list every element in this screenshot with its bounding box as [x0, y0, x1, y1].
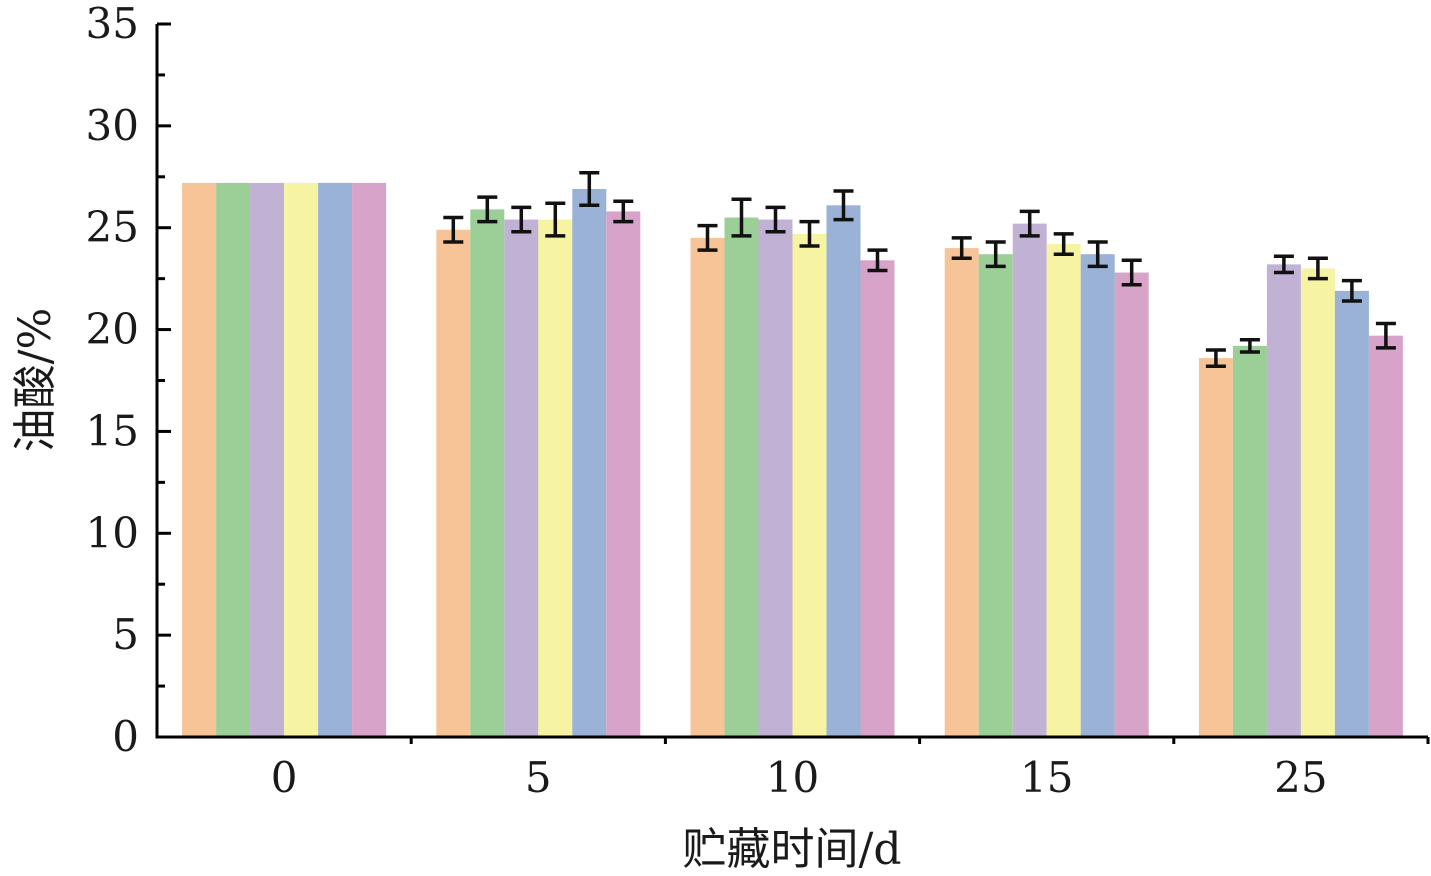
bar-10-1	[690, 237, 725, 737]
bar-0-1	[182, 182, 217, 737]
y-tick-label: 25	[86, 203, 139, 252]
bar-25-2	[1232, 345, 1267, 737]
bar-5-6	[606, 211, 641, 738]
bar-15-4	[1046, 244, 1081, 738]
error-bar-5-6	[613, 199, 634, 224]
error-bar-5-4	[545, 201, 566, 238]
bar-15-1	[944, 248, 979, 738]
bar-5-4	[538, 219, 573, 737]
bar-15-2	[978, 254, 1013, 737]
y-tick-label: 15	[86, 406, 139, 455]
error-bar-25-1	[1205, 348, 1226, 368]
bar-10-2	[724, 217, 759, 737]
bar-15-6	[1114, 272, 1149, 737]
bar-0-6	[352, 182, 387, 737]
error-bar-10-1	[697, 223, 718, 252]
x-tick-label: 5	[525, 753, 552, 802]
error-bar-5-2	[477, 195, 498, 224]
error-bar-15-4	[1053, 232, 1074, 256]
bar-10-6	[860, 260, 895, 737]
error-bar-15-5	[1087, 240, 1108, 269]
bar-10-5	[826, 205, 861, 737]
bars-layer	[182, 182, 1403, 738]
bar-25-6	[1368, 335, 1403, 737]
bar-0-2	[216, 182, 251, 737]
bar-25-3	[1266, 264, 1301, 737]
y-tick-label: 10	[86, 508, 139, 557]
error-bars-layer	[443, 170, 1396, 368]
y-tick-label: 0	[112, 712, 139, 761]
error-bar-15-1	[951, 236, 972, 261]
bar-10-4	[792, 233, 827, 737]
axes-layer	[155, 22, 1430, 744]
error-bar-25-5	[1341, 278, 1362, 303]
error-bar-15-3	[1019, 209, 1040, 238]
error-bar-10-2	[731, 197, 752, 238]
bar-25-4	[1300, 268, 1335, 737]
error-bar-10-5	[833, 189, 854, 222]
y-tick-label: 30	[86, 101, 139, 150]
error-bar-15-2	[985, 240, 1006, 269]
bar-5-3	[504, 219, 539, 737]
x-tick-label: 10	[766, 753, 819, 802]
bar-5-1	[436, 229, 471, 737]
x-tick-label: 15	[1020, 753, 1073, 802]
error-bar-5-5	[579, 170, 600, 208]
bar-0-5	[318, 182, 353, 737]
bar-5-5	[572, 189, 607, 738]
x-tick-label: 0	[271, 753, 298, 802]
error-bar-10-6	[867, 248, 888, 273]
error-bar-10-4	[799, 219, 820, 248]
bar-0-3	[250, 182, 285, 737]
bar-10-3	[758, 219, 793, 737]
tick-labels-layer: 0 5 10 15 25 0 5 10 15 20 25 30 35	[86, 0, 1328, 802]
error-bar-10-3	[765, 205, 786, 234]
bar-25-5	[1334, 290, 1369, 737]
bar-25-1	[1198, 358, 1233, 737]
bar-15-5	[1080, 254, 1115, 737]
error-bar-25-4	[1307, 256, 1328, 281]
bar-5-2	[470, 209, 505, 737]
y-tick-label: 20	[86, 305, 139, 354]
x-tick-label: 25	[1274, 753, 1327, 802]
bar-0-4	[284, 182, 319, 737]
error-bar-25-2	[1239, 338, 1260, 354]
error-bar-5-3	[511, 205, 532, 234]
y-tick-label: 5	[112, 610, 139, 659]
error-bar-25-3	[1273, 254, 1294, 275]
error-bar-15-6	[1121, 258, 1142, 287]
error-bar-5-1	[443, 215, 464, 244]
x-axis-title: 贮藏时间/d	[683, 824, 902, 875]
y-tick-label: 35	[86, 0, 139, 48]
bar-15-3	[1012, 223, 1047, 737]
error-bar-25-6	[1375, 321, 1396, 350]
y-axis-title: 油酸/%	[10, 308, 61, 453]
